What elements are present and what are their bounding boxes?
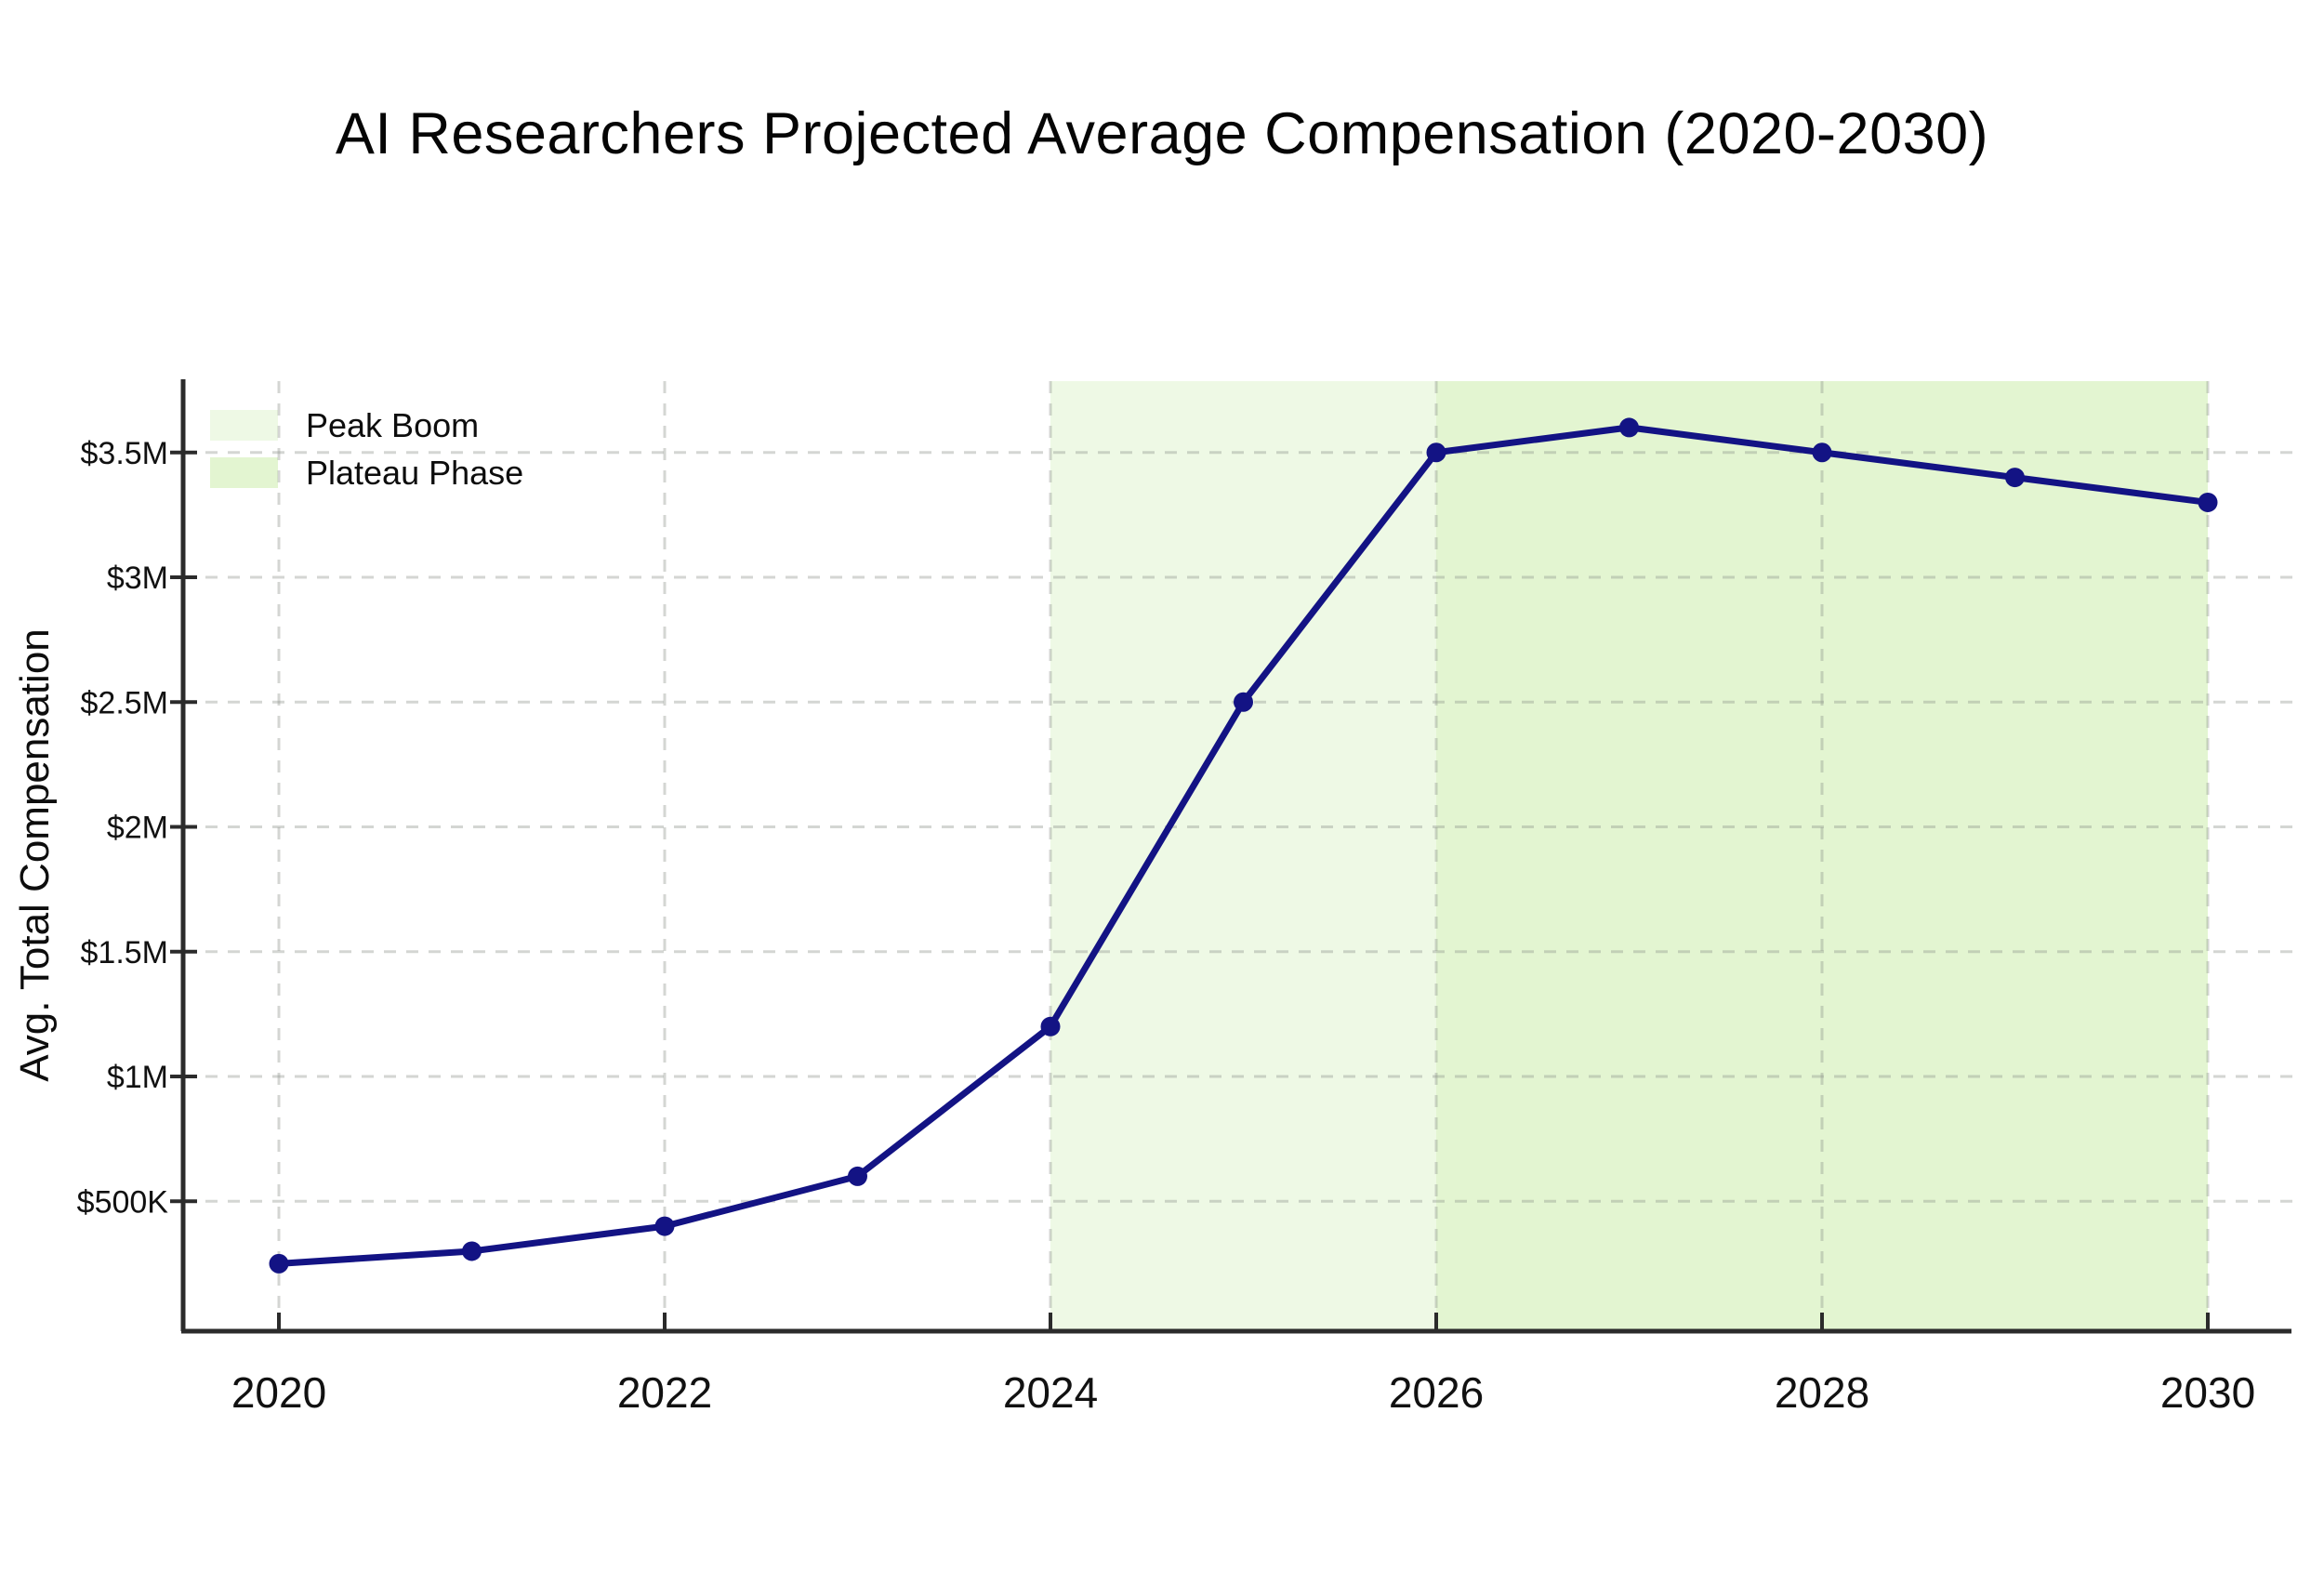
- data-point: [1234, 692, 1253, 712]
- region-plateau-phase: [1436, 381, 2208, 1331]
- chart-title: AI Researchers Projected Average Compens…: [335, 101, 1989, 166]
- x-tick-label: 2028: [1775, 1368, 1869, 1417]
- y-tick-label: $3M: [107, 561, 168, 596]
- legend-label-plateau-phase: Plateau Phase: [306, 453, 524, 492]
- x-tick-label: 2022: [617, 1368, 712, 1417]
- data-point: [848, 1166, 867, 1186]
- y-tick-label: $3.5M: [81, 436, 169, 471]
- y-tick-label: $2M: [107, 811, 168, 846]
- data-point: [654, 1216, 675, 1236]
- data-point: [1040, 1016, 1061, 1036]
- x-tick-label: 2024: [1003, 1368, 1098, 1417]
- legend-item-plateau-phase: Plateau Phase: [210, 454, 523, 492]
- y-tick-label: $2.5M: [81, 685, 169, 720]
- y-tick-label: $500K: [77, 1184, 169, 1220]
- data-point: [2005, 468, 2025, 488]
- x-tick-label: 2020: [231, 1368, 326, 1417]
- legend-swatch-peak-boom: [210, 410, 278, 441]
- data-point: [2198, 492, 2218, 512]
- legend-label-peak-boom: Peak Boom: [306, 405, 480, 444]
- legend-item-peak-boom: Peak Boom: [210, 406, 523, 444]
- x-tick-label: 2030: [2160, 1368, 2255, 1417]
- legend-swatch-plateau-phase: [210, 457, 278, 488]
- x-tick-label: 2026: [1389, 1368, 1484, 1417]
- y-tick-label: $1M: [107, 1060, 168, 1095]
- data-point: [462, 1241, 482, 1261]
- data-point: [269, 1253, 289, 1274]
- data-point: [1426, 442, 1446, 463]
- data-point: [1619, 417, 1639, 438]
- y-tick-label: $1.5M: [81, 935, 169, 970]
- data-point: [1812, 442, 1832, 463]
- legend: Peak Boom Plateau Phase: [210, 406, 523, 505]
